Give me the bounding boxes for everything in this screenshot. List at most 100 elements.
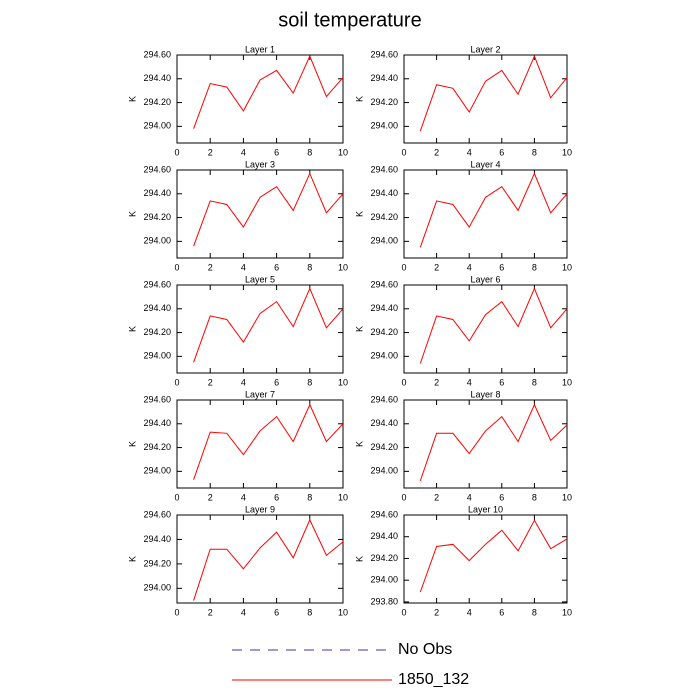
panel-title: Layer 10	[468, 504, 503, 514]
y-tick-label: 294.60	[370, 394, 398, 404]
y-tick-label: 294.60	[143, 164, 171, 174]
x-tick-label: 6	[274, 262, 279, 272]
x-tick-label: 4	[241, 607, 246, 617]
y-tick-label: 294.00	[370, 351, 398, 361]
y-tick-label: 294.20	[370, 442, 398, 452]
data-line	[419, 519, 568, 593]
x-tick-label: 0	[174, 147, 179, 157]
x-tick-label: 2	[208, 607, 213, 617]
y-axis-label: K	[127, 441, 137, 447]
x-tick-label: 8	[307, 377, 312, 387]
x-tick-label: 4	[467, 607, 472, 617]
panel-title: Layer 5	[245, 274, 275, 284]
x-tick-label: 6	[499, 377, 504, 387]
legend-label: No Obs	[398, 641, 452, 658]
data-line	[419, 403, 568, 482]
y-tick-label: 294.00	[143, 351, 171, 361]
y-tick-label: 294.00	[370, 236, 398, 246]
y-axis-label: K	[354, 326, 364, 332]
y-tick-label: 294.40	[370, 303, 398, 313]
data-line	[193, 287, 344, 363]
x-tick-label: 4	[467, 377, 472, 387]
y-axis-label: K	[127, 556, 137, 562]
y-tick-label: 294.60	[143, 279, 171, 289]
x-tick-label: 0	[174, 492, 179, 502]
plot-frame	[176, 284, 344, 374]
data-line	[193, 54, 344, 129]
x-tick-label: 2	[208, 492, 213, 502]
y-tick-label: 293.80	[370, 596, 398, 606]
y-tick-label: 294.40	[370, 73, 398, 83]
y-tick-label: 294.40	[143, 418, 171, 428]
panel-title: Layer 4	[470, 159, 500, 169]
panel-title: Layer 6	[470, 274, 500, 284]
y-tick-label: 294.60	[370, 279, 398, 289]
x-tick-label: 6	[274, 147, 279, 157]
y-axis-label: K	[354, 556, 364, 562]
plot-frame	[176, 514, 344, 604]
data-line	[193, 172, 344, 247]
x-tick-label: 0	[401, 262, 406, 272]
x-tick-label: 10	[562, 607, 572, 617]
y-tick-label: 294.00	[143, 583, 171, 593]
y-tick-label: 294.40	[370, 531, 398, 541]
x-tick-label: 6	[274, 607, 279, 617]
x-tick-label: 8	[532, 377, 537, 387]
y-tick-label: 294.20	[143, 212, 171, 222]
x-tick-label: 4	[241, 377, 246, 387]
panel-title: Layer 3	[245, 159, 275, 169]
plot-frame	[403, 399, 568, 489]
x-tick-label: 4	[467, 262, 472, 272]
panel-title: Layer 9	[245, 504, 275, 514]
y-axis-label: K	[354, 211, 364, 217]
x-tick-label: 8	[307, 147, 312, 157]
x-tick-label: 8	[532, 607, 537, 617]
y-axis-label: K	[354, 441, 364, 447]
y-tick-label: 294.40	[143, 188, 171, 198]
x-tick-label: 4	[467, 147, 472, 157]
x-tick-label: 0	[174, 377, 179, 387]
figure-title: soil temperature	[278, 9, 421, 31]
y-tick-label: 294.00	[370, 121, 398, 131]
legend-label: 1850_132	[398, 671, 469, 688]
data-line	[419, 54, 568, 132]
x-tick-label: 4	[241, 492, 246, 502]
x-tick-label: 10	[562, 147, 572, 157]
y-tick-label: 294.60	[143, 509, 171, 519]
panel-title: Layer 2	[470, 44, 500, 54]
plot-frame	[403, 514, 568, 604]
x-tick-label: 8	[307, 492, 312, 502]
data-line	[193, 518, 344, 601]
x-tick-label: 2	[208, 262, 213, 272]
y-tick-label: 294.40	[143, 534, 171, 544]
y-tick-label: 294.20	[370, 553, 398, 563]
x-tick-label: 0	[174, 262, 179, 272]
x-tick-label: 6	[499, 262, 504, 272]
x-tick-label: 6	[499, 492, 504, 502]
y-tick-label: 294.40	[143, 303, 171, 313]
x-tick-label: 8	[307, 262, 312, 272]
x-tick-label: 8	[532, 492, 537, 502]
x-tick-label: 10	[338, 607, 348, 617]
x-tick-label: 2	[208, 377, 213, 387]
y-tick-label: 294.20	[143, 97, 171, 107]
y-tick-label: 294.60	[370, 164, 398, 174]
y-axis-label: K	[127, 326, 137, 332]
x-tick-label: 4	[241, 147, 246, 157]
y-axis-label: K	[127, 96, 137, 102]
y-tick-label: 294.00	[143, 466, 171, 476]
x-tick-label: 4	[467, 492, 472, 502]
y-tick-label: 294.60	[370, 509, 398, 519]
x-tick-label: 8	[532, 147, 537, 157]
x-tick-label: 8	[532, 262, 537, 272]
x-tick-label: 10	[562, 262, 572, 272]
y-tick-label: 294.00	[370, 575, 398, 585]
y-tick-label: 294.20	[370, 97, 398, 107]
y-tick-label: 294.40	[370, 188, 398, 198]
panel-title: Layer 8	[470, 389, 500, 399]
x-tick-label: 6	[499, 607, 504, 617]
y-tick-label: 294.20	[143, 327, 171, 337]
x-tick-label: 0	[174, 607, 179, 617]
y-tick-label: 294.60	[143, 49, 171, 59]
x-tick-label: 0	[401, 377, 406, 387]
